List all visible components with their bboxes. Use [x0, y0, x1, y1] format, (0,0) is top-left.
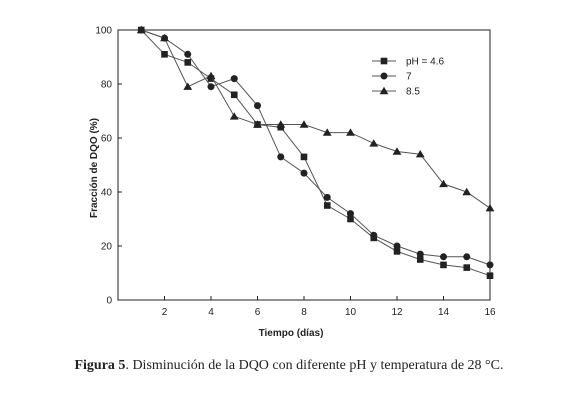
data-point-triangle [346, 128, 355, 136]
x-tick-label: 6 [255, 307, 261, 318]
data-point-triangle [299, 120, 309, 128]
data-point-triangle [136, 25, 146, 34]
data-point-square [416, 256, 424, 263]
legend-marker-triangle [379, 86, 389, 95]
data-point-square [347, 215, 354, 223]
data-point-circle [254, 102, 261, 110]
x-tick-label: 14 [438, 307, 450, 318]
data-point-circle [184, 50, 192, 58]
data-point-circle [323, 193, 331, 201]
data-point-triangle [485, 204, 495, 212]
series-line [141, 29, 491, 266]
data-point-square [393, 248, 401, 255]
data-point-square [184, 59, 192, 66]
data-point-triangle [369, 139, 379, 147]
data-point-circle [440, 253, 447, 261]
x-tick-label: 8 [301, 307, 307, 318]
series-line [141, 29, 491, 209]
y-tick-label: 80 [101, 80, 113, 91]
x-tick-label: 10 [345, 307, 357, 318]
y-tick-label: 60 [101, 134, 113, 145]
legend: pH = 4.6 7 8.5 [372, 57, 445, 98]
legend-entry: pH = 4.6 [372, 57, 445, 68]
data-point-square [323, 202, 331, 209]
x-tick-label: 4 [208, 307, 214, 318]
x-tick-label: 16 [484, 307, 496, 318]
y-tick-label: 100 [95, 26, 112, 37]
legend-label: pH = 4.6 [406, 57, 445, 68]
series-layer [136, 25, 495, 279]
data-point-square [486, 272, 494, 279]
y-tick-label: 20 [101, 242, 113, 253]
x-tick-label: 2 [162, 307, 168, 318]
series-triangle [136, 25, 495, 212]
data-point-circle [300, 169, 308, 177]
legend-label: 8.5 [406, 87, 420, 98]
x-axis-label: Tiempo (días) [259, 328, 324, 339]
data-point-triangle [439, 179, 448, 188]
data-point-triangle [253, 120, 262, 128]
data-point-circle [207, 83, 215, 91]
legend-marker-square [380, 57, 388, 65]
data-point-circle [393, 242, 401, 250]
data-point-square [300, 153, 308, 161]
data-point-circle [463, 253, 471, 261]
legend-entry: 8.5 [372, 87, 420, 98]
data-point-square [230, 91, 238, 99]
data-point-triangle [183, 82, 193, 90]
data-point-triangle [415, 150, 425, 158]
plot-area-frame [117, 29, 491, 301]
chart: 0 20 40 60 80 100 2 4 6 8 10 12 14 16 pH = 4.6 7 8.5 Ti… [89, 25, 496, 340]
y-tick-label: 40 [101, 188, 113, 199]
x-tick-label: 12 [391, 307, 403, 318]
data-point-triangle [392, 147, 402, 155]
data-point-square [161, 51, 168, 58]
ticks-layer: 0 20 40 60 80 100 2 4 6 8 10 12 14 16 [95, 26, 496, 319]
data-point-circle [277, 153, 285, 161]
data-point-square [440, 261, 447, 269]
data-point-triangle [322, 128, 332, 136]
legend-marker-circle [380, 72, 388, 80]
data-point-square [463, 264, 471, 271]
data-point-triangle [160, 33, 169, 42]
legend-entry: 7 [372, 72, 412, 83]
caption-text: . Disminución de la DQO con diferente pH… [125, 358, 504, 373]
data-point-circle [370, 231, 378, 239]
data-point-triangle [206, 71, 216, 80]
data-point-circle [347, 210, 354, 218]
data-point-triangle [462, 187, 472, 196]
data-point-circle [486, 261, 494, 269]
data-point-circle [416, 250, 424, 258]
data-point-circle [230, 75, 238, 83]
data-point-triangle [276, 120, 286, 128]
caption-label: Figura 5 [74, 358, 126, 373]
y-tick-label: 0 [106, 296, 112, 307]
data-point-triangle [229, 112, 239, 120]
figure-caption: Figura 5. Disminución de la DQO con dife… [0, 358, 578, 374]
legend-label: 7 [406, 72, 412, 83]
y-axis-label: Fracción de DQO (%) [89, 118, 100, 218]
